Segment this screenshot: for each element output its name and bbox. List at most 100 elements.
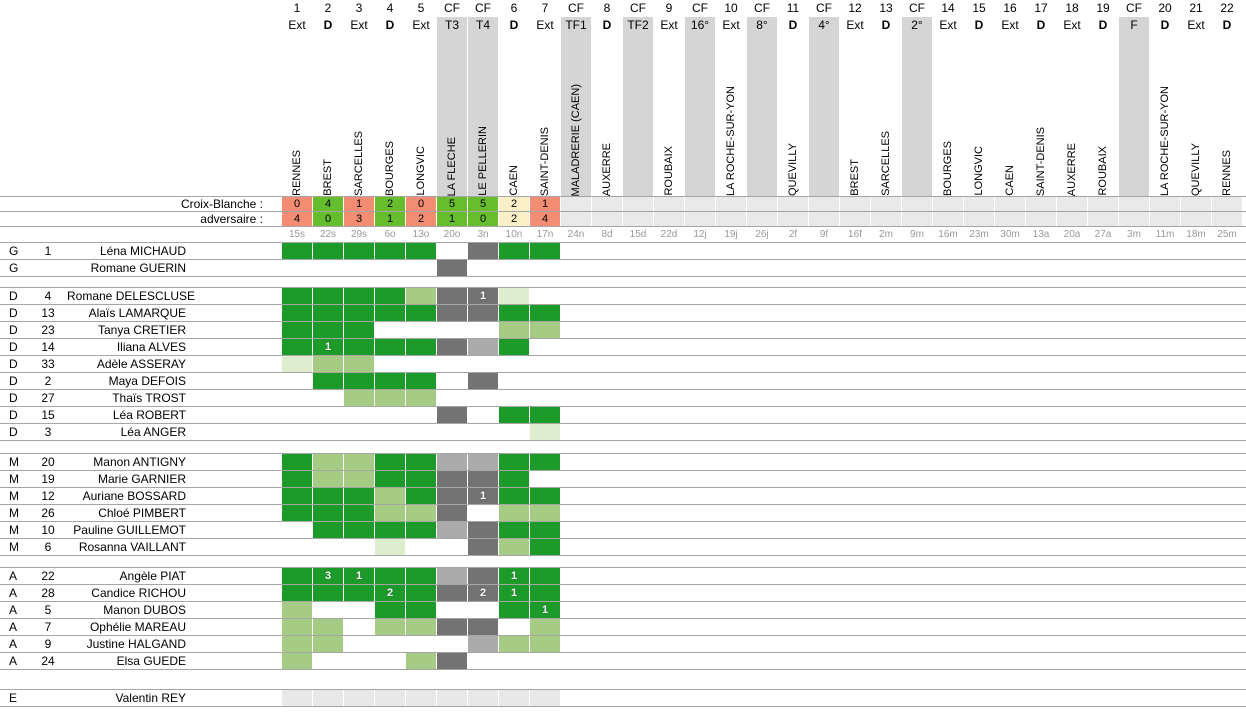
match-cell[interactable] bbox=[375, 339, 405, 355]
match-cell[interactable] bbox=[1212, 288, 1242, 304]
score-cell[interactable] bbox=[1026, 197, 1056, 211]
match-cell[interactable] bbox=[437, 690, 467, 706]
match-cell[interactable] bbox=[1088, 690, 1118, 706]
match-cell[interactable] bbox=[685, 602, 715, 618]
score-cell[interactable]: 0 bbox=[313, 212, 343, 226]
match-cell[interactable] bbox=[933, 488, 963, 504]
match-cell[interactable] bbox=[406, 390, 436, 406]
match-cell[interactable] bbox=[592, 373, 622, 389]
match-cell[interactable] bbox=[840, 288, 870, 304]
match-cell[interactable] bbox=[313, 390, 343, 406]
score-cell[interactable]: 4 bbox=[313, 197, 343, 211]
match-cell[interactable] bbox=[530, 390, 560, 406]
match-cell[interactable] bbox=[933, 619, 963, 635]
match-cell[interactable] bbox=[1119, 602, 1149, 618]
match-cell[interactable] bbox=[685, 424, 715, 440]
match-cell[interactable] bbox=[1119, 539, 1149, 555]
match-cell[interactable] bbox=[871, 505, 901, 521]
match-cell[interactable] bbox=[809, 602, 839, 618]
match-cell[interactable] bbox=[654, 505, 684, 521]
match-cell[interactable] bbox=[282, 356, 312, 372]
match-cell[interactable] bbox=[561, 653, 591, 669]
match-cell[interactable] bbox=[282, 243, 312, 259]
match-cell[interactable] bbox=[902, 356, 932, 372]
match-cell[interactable] bbox=[375, 356, 405, 372]
match-cell[interactable] bbox=[468, 373, 498, 389]
match-cell[interactable] bbox=[375, 539, 405, 555]
match-cell[interactable] bbox=[1150, 288, 1180, 304]
match-cell[interactable] bbox=[1026, 539, 1056, 555]
match-cell[interactable] bbox=[499, 407, 529, 423]
match-cell[interactable] bbox=[437, 288, 467, 304]
match-cell[interactable] bbox=[406, 322, 436, 338]
match-cell[interactable] bbox=[561, 471, 591, 487]
match-cell[interactable] bbox=[871, 407, 901, 423]
score-cell[interactable] bbox=[1212, 197, 1242, 211]
match-cell[interactable] bbox=[623, 619, 653, 635]
score-cell[interactable] bbox=[747, 212, 777, 226]
match-cell[interactable] bbox=[1150, 243, 1180, 259]
match-cell[interactable] bbox=[375, 602, 405, 618]
match-cell[interactable] bbox=[406, 488, 436, 504]
match-cell[interactable] bbox=[561, 305, 591, 321]
match-cell[interactable] bbox=[592, 260, 622, 276]
score-cell[interactable] bbox=[1088, 212, 1118, 226]
match-cell[interactable] bbox=[1212, 305, 1242, 321]
match-cell[interactable] bbox=[406, 636, 436, 652]
match-cell[interactable] bbox=[499, 424, 529, 440]
match-cell[interactable] bbox=[871, 305, 901, 321]
match-cell[interactable] bbox=[809, 505, 839, 521]
match-cell[interactable] bbox=[499, 471, 529, 487]
match-cell[interactable] bbox=[716, 373, 746, 389]
match-cell[interactable] bbox=[1181, 243, 1211, 259]
match-cell[interactable] bbox=[561, 690, 591, 706]
match-cell[interactable] bbox=[685, 619, 715, 635]
match-cell[interactable] bbox=[1212, 568, 1242, 584]
match-cell[interactable] bbox=[406, 260, 436, 276]
match-cell[interactable] bbox=[406, 454, 436, 470]
match-cell[interactable] bbox=[685, 568, 715, 584]
match-cell[interactable] bbox=[561, 454, 591, 470]
score-cell[interactable]: 2 bbox=[499, 197, 529, 211]
match-cell[interactable] bbox=[1119, 653, 1149, 669]
match-cell[interactable] bbox=[437, 619, 467, 635]
match-cell[interactable] bbox=[809, 585, 839, 601]
match-cell[interactable] bbox=[592, 305, 622, 321]
match-cell[interactable] bbox=[654, 653, 684, 669]
match-cell[interactable] bbox=[1119, 260, 1149, 276]
score-cell[interactable] bbox=[1150, 197, 1180, 211]
match-cell[interactable] bbox=[1150, 260, 1180, 276]
match-cell[interactable] bbox=[685, 488, 715, 504]
match-cell[interactable] bbox=[964, 690, 994, 706]
score-cell[interactable] bbox=[933, 197, 963, 211]
match-cell[interactable] bbox=[809, 568, 839, 584]
match-cell[interactable] bbox=[716, 305, 746, 321]
match-cell[interactable] bbox=[499, 260, 529, 276]
match-cell[interactable] bbox=[1026, 568, 1056, 584]
match-cell[interactable] bbox=[778, 602, 808, 618]
match-cell[interactable] bbox=[282, 339, 312, 355]
match-cell[interactable] bbox=[1150, 424, 1180, 440]
match-cell[interactable] bbox=[1119, 454, 1149, 470]
match-cell[interactable] bbox=[344, 636, 374, 652]
match-cell[interactable] bbox=[1088, 356, 1118, 372]
match-cell[interactable] bbox=[1181, 356, 1211, 372]
match-cell[interactable] bbox=[871, 539, 901, 555]
match-cell[interactable] bbox=[685, 522, 715, 538]
match-cell[interactable] bbox=[902, 539, 932, 555]
match-cell[interactable] bbox=[499, 322, 529, 338]
match-cell[interactable] bbox=[1088, 243, 1118, 259]
match-cell[interactable] bbox=[778, 619, 808, 635]
match-cell[interactable] bbox=[313, 539, 343, 555]
match-cell[interactable] bbox=[623, 373, 653, 389]
match-cell[interactable] bbox=[654, 539, 684, 555]
match-cell[interactable] bbox=[1212, 260, 1242, 276]
match-cell[interactable] bbox=[933, 471, 963, 487]
match-cell[interactable] bbox=[716, 522, 746, 538]
match-cell[interactable]: 2 bbox=[468, 585, 498, 601]
match-cell[interactable] bbox=[1057, 505, 1087, 521]
match-cell[interactable] bbox=[1150, 305, 1180, 321]
match-cell[interactable] bbox=[964, 424, 994, 440]
match-cell[interactable] bbox=[375, 373, 405, 389]
match-cell[interactable] bbox=[623, 636, 653, 652]
